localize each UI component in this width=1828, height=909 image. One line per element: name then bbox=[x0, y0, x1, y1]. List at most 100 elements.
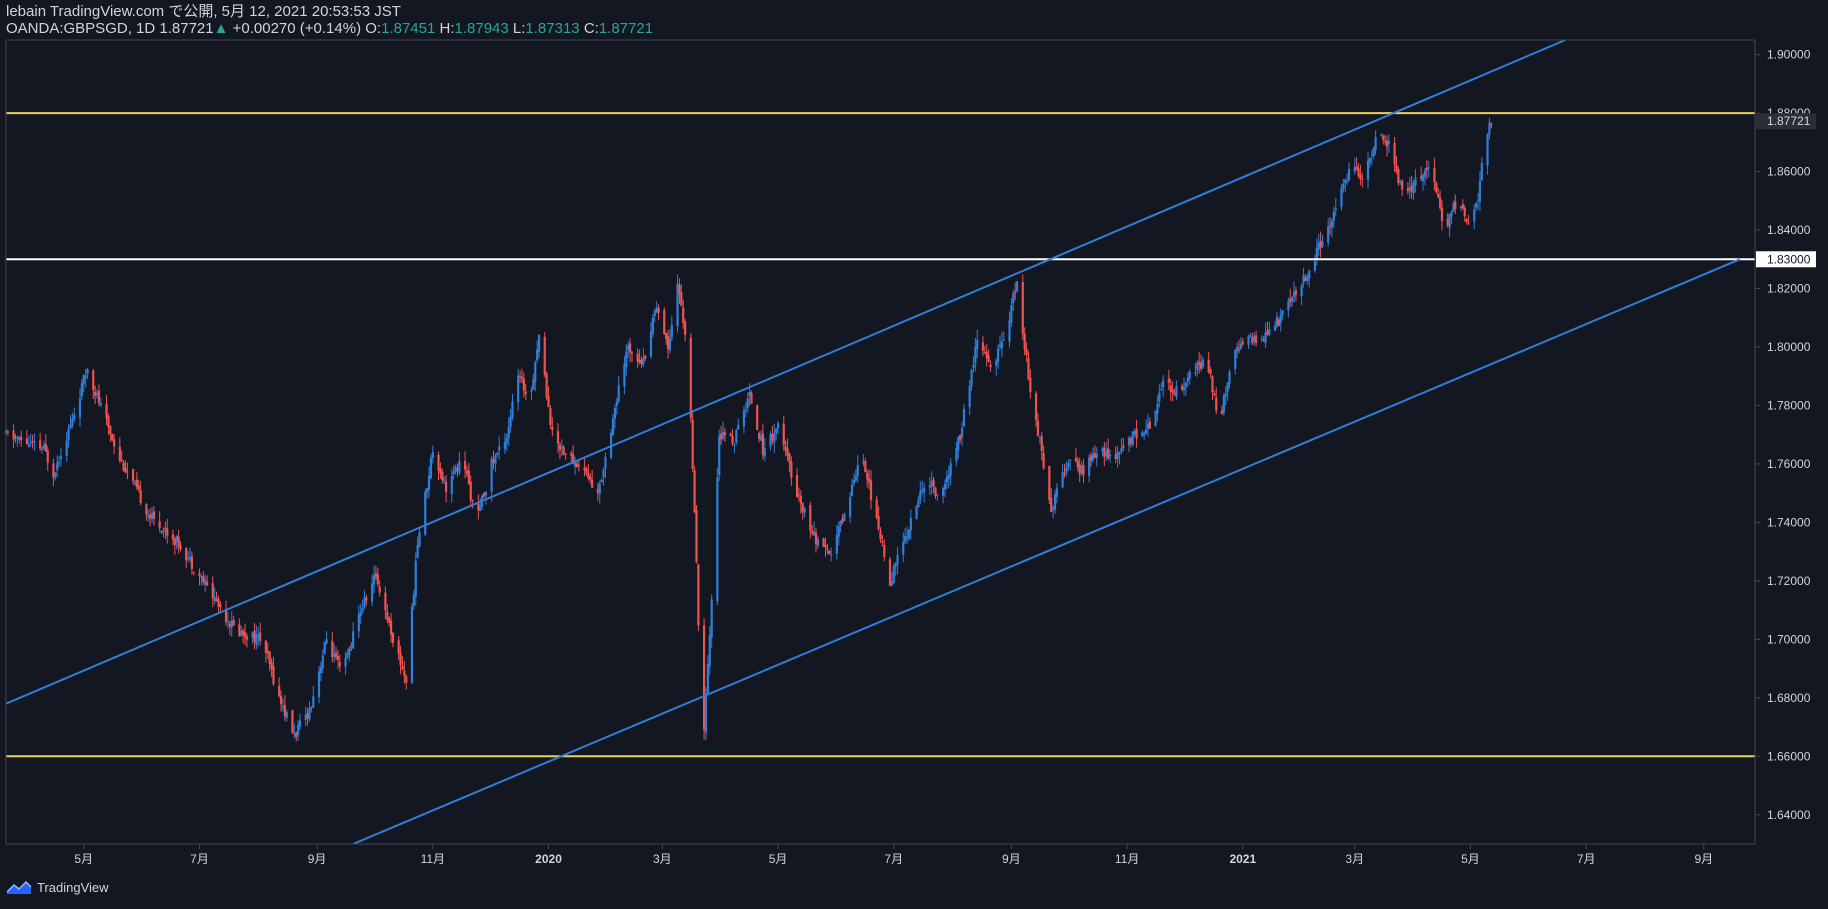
candle bbox=[877, 506, 880, 532]
candle-body bbox=[613, 408, 617, 419]
candle bbox=[1344, 178, 1347, 193]
candle-body bbox=[598, 483, 601, 494]
candle bbox=[1078, 457, 1081, 482]
candle bbox=[1209, 366, 1212, 379]
candle bbox=[737, 418, 740, 431]
candle bbox=[463, 451, 467, 479]
candle bbox=[854, 469, 857, 483]
candle-body bbox=[162, 530, 165, 533]
footer-brand[interactable]: TradingView bbox=[6, 880, 109, 895]
time-tick-label: 2021 bbox=[1229, 852, 1256, 866]
candle bbox=[905, 526, 909, 545]
candle-body bbox=[1454, 201, 1457, 209]
candle-body bbox=[1036, 420, 1040, 436]
candle-body bbox=[520, 377, 524, 379]
candle bbox=[1182, 377, 1186, 396]
candle-body bbox=[1344, 179, 1347, 184]
candle-body bbox=[331, 641, 334, 657]
candle bbox=[443, 476, 446, 485]
candle-body bbox=[338, 662, 341, 667]
candle bbox=[31, 434, 34, 449]
candle bbox=[1401, 179, 1404, 197]
candle-body bbox=[750, 392, 753, 404]
candle bbox=[915, 505, 918, 520]
candle bbox=[272, 656, 275, 687]
candle-body bbox=[359, 612, 362, 617]
candle-body bbox=[560, 446, 563, 448]
candle-body bbox=[854, 476, 857, 481]
candle-body bbox=[1366, 160, 1370, 181]
candle bbox=[949, 458, 952, 486]
candle-body bbox=[1273, 325, 1277, 331]
candle-body bbox=[856, 465, 859, 477]
candle-body bbox=[962, 409, 966, 427]
time-tick-label: 5月 bbox=[769, 852, 788, 866]
candle-body bbox=[213, 596, 216, 601]
candle bbox=[431, 445, 434, 464]
candle-body bbox=[1380, 135, 1383, 137]
candle bbox=[666, 329, 670, 359]
candle bbox=[564, 452, 567, 460]
candle bbox=[278, 676, 281, 698]
candle-body bbox=[1207, 359, 1210, 372]
candle bbox=[59, 447, 63, 467]
candle-body bbox=[308, 707, 311, 720]
candle-body bbox=[175, 535, 178, 542]
candle-body bbox=[1038, 436, 1041, 438]
candle-body bbox=[39, 440, 42, 449]
candle-body bbox=[52, 463, 55, 478]
candle bbox=[1036, 413, 1040, 437]
candle-body bbox=[1148, 421, 1151, 429]
candle bbox=[1465, 217, 1468, 225]
candle bbox=[291, 709, 294, 734]
candle bbox=[689, 333, 692, 423]
candle bbox=[122, 460, 125, 472]
candle bbox=[1433, 157, 1436, 191]
candle bbox=[1247, 334, 1250, 349]
candle bbox=[1148, 417, 1151, 430]
candle bbox=[266, 642, 269, 660]
candle bbox=[365, 594, 368, 606]
candle bbox=[790, 456, 793, 486]
candle-body bbox=[759, 435, 763, 441]
candle-body bbox=[723, 432, 727, 436]
candle-body bbox=[748, 391, 751, 396]
candle bbox=[111, 433, 114, 442]
candle bbox=[928, 476, 931, 496]
candle bbox=[549, 405, 552, 429]
candle bbox=[1439, 190, 1442, 211]
candle-body bbox=[1236, 346, 1239, 352]
candle bbox=[1224, 386, 1227, 406]
candle-body bbox=[866, 472, 869, 480]
candle-body bbox=[350, 646, 353, 648]
candle bbox=[1328, 217, 1332, 235]
candle bbox=[482, 492, 486, 499]
candle-body bbox=[97, 390, 101, 404]
candle-body bbox=[1131, 431, 1134, 445]
candle-body bbox=[1317, 242, 1320, 250]
candle-body bbox=[1082, 465, 1085, 475]
symbol-label[interactable]: OANDA:GBPSGD, 1D bbox=[6, 20, 156, 37]
candle bbox=[279, 690, 283, 712]
candle-body bbox=[1196, 363, 1199, 371]
candle bbox=[824, 537, 827, 557]
candle bbox=[71, 412, 74, 429]
candle bbox=[363, 590, 366, 610]
candle bbox=[750, 390, 753, 405]
candle bbox=[894, 561, 897, 576]
candle-body bbox=[20, 436, 23, 441]
candle bbox=[663, 307, 666, 335]
candle bbox=[1118, 451, 1121, 465]
candle-body bbox=[12, 430, 15, 440]
candle-body bbox=[915, 506, 918, 520]
candle-body bbox=[253, 630, 256, 642]
candle bbox=[1207, 352, 1210, 374]
candle bbox=[630, 350, 634, 363]
candle-body bbox=[585, 468, 588, 474]
candle-body bbox=[877, 515, 880, 530]
candle-body bbox=[372, 575, 376, 585]
time-tick-label: 7月 bbox=[190, 852, 209, 866]
candle-body bbox=[532, 379, 535, 390]
candle-body bbox=[1486, 134, 1489, 166]
